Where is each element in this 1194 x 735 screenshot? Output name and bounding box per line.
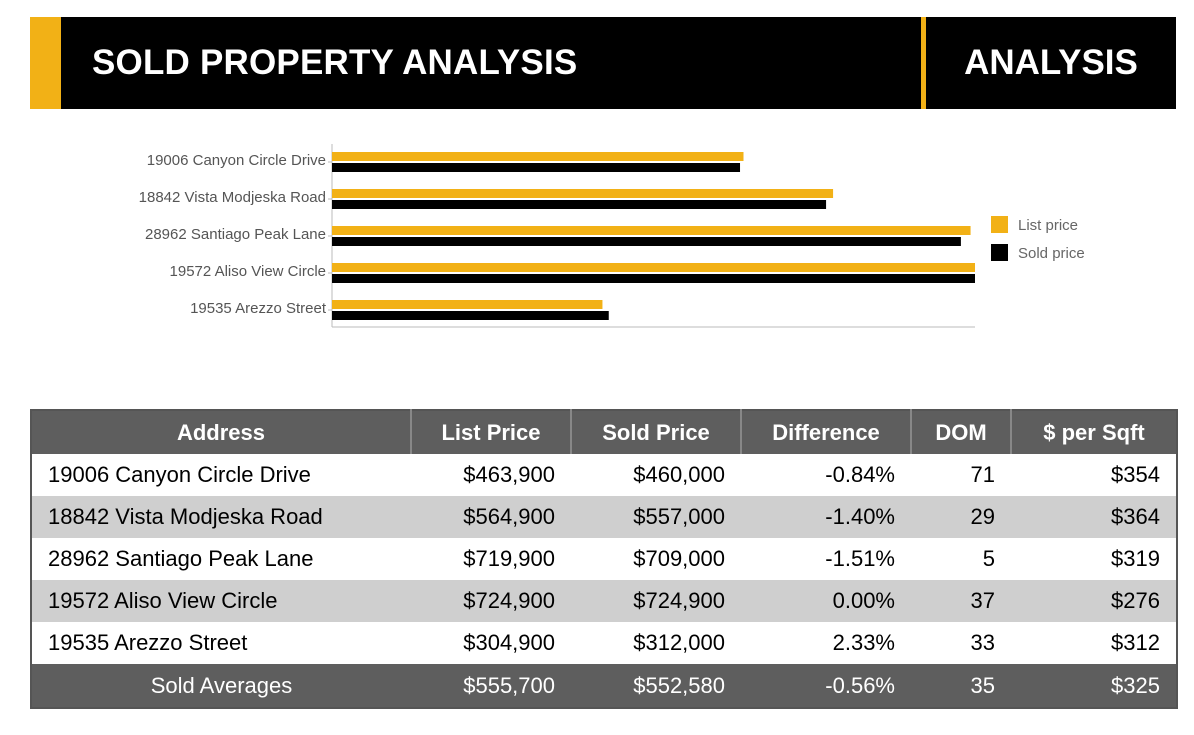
cell-sold-price: $460,000	[633, 462, 725, 487]
legend-label-list-price: List price	[1018, 217, 1078, 234]
cell-price-per-sqft: $364	[1011, 496, 1177, 538]
cell-list-price: $724,900	[411, 580, 571, 622]
cell-address: 19535 Arezzo Street	[48, 630, 248, 655]
cell-difference: 2.33%	[832, 630, 895, 655]
table-row: 28962 Santiago Peak Lane $719,900 $709,0…	[31, 538, 1177, 580]
category-label: 19006 Canyon Circle Drive	[147, 152, 326, 169]
avg-sold-price: $552,580	[571, 664, 741, 708]
cell-sold-price: $709,000	[633, 546, 725, 571]
avg-dom: 35	[911, 664, 1011, 708]
page-title: SOLD PROPERTY ANALYSIS	[92, 43, 578, 82]
avg-list-price: $555,700	[411, 664, 571, 708]
cell-price-per-sqft: $354	[1111, 462, 1160, 487]
table-row: 18842 Vista Modjeska Road $564,900 $557,…	[31, 496, 1177, 538]
bar-sold-price	[332, 237, 961, 246]
table-row: 19572 Aliso View Circle $724,900 $724,90…	[31, 580, 1177, 622]
bar-list-price	[332, 300, 603, 309]
category-label: 18842 Vista Modjeska Road	[139, 189, 326, 206]
bar-sold-price	[332, 274, 975, 283]
cell-sold-price: $312,000	[633, 630, 725, 655]
bar-list-price	[332, 263, 975, 272]
header-divider	[921, 17, 926, 109]
cell-price-per-sqft: $312	[1111, 630, 1160, 655]
avg-price-per-sqft: $325	[1011, 664, 1177, 708]
column-header-address: Address	[31, 410, 411, 454]
cell-dom: 71	[970, 462, 995, 487]
category-label: 28962 Santiago Peak Lane	[145, 226, 326, 243]
legend-label-sold-price: Sold price	[1018, 245, 1085, 262]
cell-address: 18842 Vista Modjeska Road	[31, 496, 411, 538]
cell-difference: -1.40%	[741, 496, 911, 538]
cell-list-price: $463,900	[463, 462, 555, 487]
cell-dom: 5	[982, 546, 995, 571]
averages-row: Sold Averages $555,700 $552,580 -0.56% 3…	[31, 664, 1177, 708]
section-label: ANALYSIS	[964, 43, 1138, 82]
avg-difference: -0.56%	[741, 664, 911, 708]
cell-list-price: $564,900	[411, 496, 571, 538]
header-accent-bar	[30, 17, 61, 109]
column-header-difference: Difference	[740, 410, 911, 454]
header-banner: SOLD PROPERTY ANALYSIS ANALYSIS	[30, 17, 1176, 109]
cell-list-price: $719,900	[463, 546, 555, 571]
category-label: 19535 Arezzo Street	[190, 300, 327, 317]
bar-list-price	[332, 152, 744, 161]
price-comparison-chart: 19006 Canyon Circle Drive 18842 Vista Mod…	[139, 144, 1085, 328]
cell-list-price: $304,900	[463, 630, 555, 655]
bar-sold-price	[332, 311, 609, 320]
legend-swatch-sold-price	[991, 244, 1008, 261]
column-header-list-price: List Price	[410, 410, 571, 454]
bar-sold-price	[332, 200, 827, 209]
cell-dom: 33	[970, 630, 995, 655]
cell-dom: 29	[911, 496, 1011, 538]
cell-difference: -1.51%	[825, 546, 895, 571]
cell-address: 19006 Canyon Circle Drive	[48, 462, 311, 487]
cell-sold-price: $557,000	[571, 496, 741, 538]
cell-difference: -0.84%	[825, 462, 895, 487]
column-header-sold-price: Sold Price	[570, 410, 741, 454]
category-label: 19572 Aliso View Circle	[170, 263, 326, 280]
cell-price-per-sqft: $319	[1111, 546, 1160, 571]
legend-swatch-list-price	[991, 216, 1008, 233]
column-header-price-per-sqft: $ per Sqft	[1010, 410, 1177, 454]
cell-address: 28962 Santiago Peak Lane	[48, 546, 314, 571]
cell-dom: 37	[911, 580, 1011, 622]
averages-label: Sold Averages	[31, 664, 411, 708]
cell-sold-price: $724,900	[571, 580, 741, 622]
bar-sold-price	[332, 163, 741, 172]
cell-difference: 0.00%	[741, 580, 911, 622]
column-header-dom: DOM	[910, 410, 1011, 454]
cell-address: 19572 Aliso View Circle	[31, 580, 411, 622]
table-row: 19006 Canyon Circle Drive $463,900 $460,…	[31, 454, 1177, 496]
bar-list-price	[332, 189, 834, 198]
bar-list-price	[332, 226, 971, 235]
sold-property-table: Address List Price Sold Price Difference…	[30, 409, 1178, 709]
cell-price-per-sqft: $276	[1011, 580, 1177, 622]
table-header-row: Address List Price Sold Price Difference…	[31, 410, 1177, 454]
table-row: 19535 Arezzo Street $304,900 $312,000 2.…	[31, 622, 1177, 664]
